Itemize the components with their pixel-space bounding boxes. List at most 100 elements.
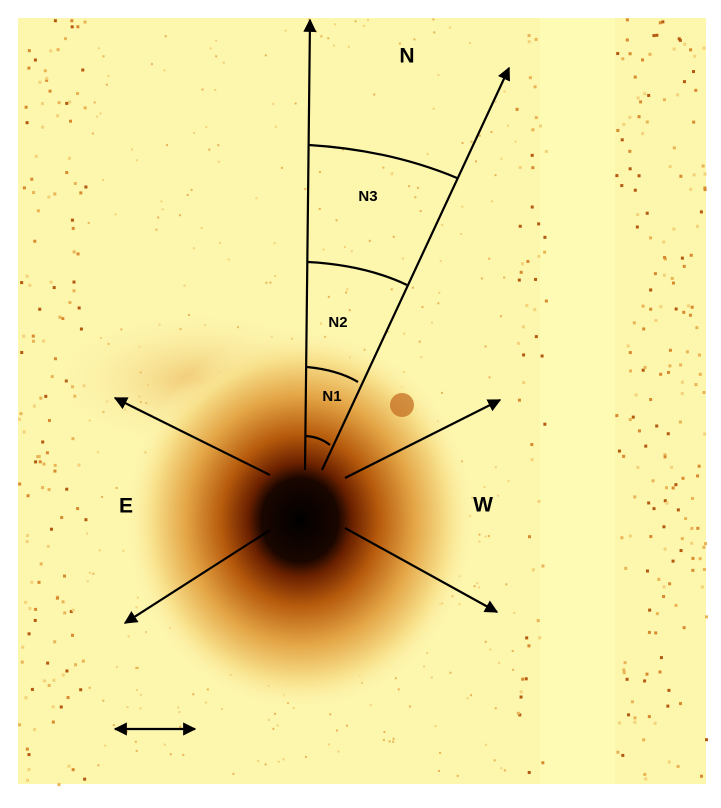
noise-dot: [648, 608, 652, 612]
noise-dot: [537, 254, 541, 258]
noise-dot: [649, 307, 653, 311]
noise-dot: [42, 339, 46, 343]
noise-dot: [41, 486, 45, 490]
noise-dot: [335, 219, 338, 222]
noise-dot: [347, 45, 350, 48]
noise-dot: [390, 288, 393, 291]
noise-dot: [671, 281, 675, 285]
noise-dot: [413, 38, 416, 41]
noise-dot: [145, 631, 148, 634]
noise-dot: [694, 383, 698, 387]
noise-dot: [679, 549, 683, 553]
noise-dot: [420, 356, 423, 359]
noise-dot: [475, 160, 478, 163]
noise-dot: [484, 345, 487, 348]
noise-dot: [645, 569, 649, 573]
noise-dot: [25, 121, 29, 125]
noise-dot: [692, 120, 696, 124]
noise-dot: [663, 499, 667, 503]
noise-dot: [530, 153, 534, 157]
noise-dot: [538, 124, 542, 128]
noise-dot: [618, 721, 622, 725]
noise-dot: [33, 728, 37, 732]
noise-dot: [87, 221, 90, 224]
noise-dot: [615, 174, 619, 178]
noise-dot: [274, 125, 277, 128]
noise-dot: [209, 47, 212, 50]
noise-dot: [688, 313, 692, 317]
noise-dot: [432, 107, 435, 110]
noise-dot: [74, 663, 78, 667]
noise-dot: [387, 330, 390, 333]
noise-dot: [122, 549, 125, 552]
noise-dot: [659, 372, 663, 376]
noise-dot: [478, 586, 481, 589]
noise-dot: [157, 216, 160, 219]
noise-dot: [53, 192, 57, 196]
noise-dot: [408, 705, 411, 708]
noise-dot: [53, 469, 57, 473]
noise-dot: [651, 479, 655, 483]
noise-dot: [327, 37, 330, 40]
noise-dot: [674, 307, 678, 311]
noise-dot: [70, 19, 74, 23]
noise-dot: [102, 55, 105, 58]
noise-dot: [98, 549, 101, 552]
noise-dot: [38, 307, 42, 311]
noise-dot: [644, 444, 648, 448]
noise-dot: [49, 527, 53, 531]
noise-dot: [682, 264, 686, 268]
noise-dot: [499, 315, 502, 318]
noise-dot: [76, 252, 80, 256]
noise-dot: [39, 562, 43, 566]
noise-dot: [72, 250, 76, 254]
noise-dot: [466, 697, 469, 700]
noise-dot: [530, 205, 534, 209]
noise-dot: [437, 73, 440, 76]
noise-dot: [265, 281, 268, 284]
noise-dot: [667, 370, 671, 374]
noise-dot: [282, 758, 285, 761]
noise-dot: [633, 716, 637, 720]
noise-dot: [645, 211, 649, 215]
noise-dot: [631, 415, 635, 419]
noise-dot: [65, 487, 69, 491]
east-arrow-upper: [113, 397, 271, 476]
noise-dot: [641, 304, 645, 308]
noise-dot: [426, 153, 429, 156]
noise-dot: [483, 486, 486, 489]
west-arrow-upper: [344, 399, 502, 479]
noise-dot: [46, 544, 50, 548]
noise-dot: [41, 125, 45, 129]
noise-dot: [71, 768, 75, 772]
noise-dot: [58, 315, 62, 319]
noise-dot: [671, 486, 675, 490]
noise-dot: [636, 465, 640, 469]
noise-dot: [72, 280, 76, 284]
noise-dot: [41, 440, 45, 444]
noise-dot: [485, 508, 488, 511]
noise-dot: [416, 186, 419, 189]
noise-dot: [334, 23, 337, 26]
noise-dot: [696, 474, 700, 478]
noise-dot: [664, 486, 668, 490]
noise-dot: [217, 160, 220, 163]
noise-dot: [192, 247, 195, 250]
noise-dot: [530, 443, 534, 447]
noise-dot: [670, 465, 674, 469]
noise-dot: [30, 177, 34, 181]
noise-dot: [507, 480, 510, 483]
noise-dot: [680, 256, 684, 260]
noise-dot: [86, 532, 89, 535]
noise-dot: [32, 404, 36, 408]
noise-dot: [30, 580, 34, 584]
noise-dot: [633, 495, 637, 499]
noise-dot: [476, 582, 479, 585]
noise-dot: [662, 98, 666, 102]
noise-dot: [663, 257, 667, 261]
noise-dot: [662, 273, 666, 277]
sector-label: N1: [322, 388, 341, 405]
noise-dot: [125, 730, 128, 733]
noise-dot: [139, 707, 142, 710]
